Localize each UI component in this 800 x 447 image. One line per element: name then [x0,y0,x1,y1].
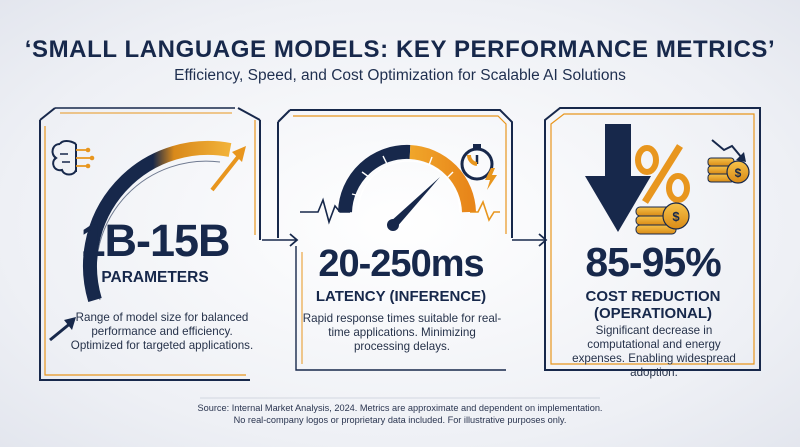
down-arrow-icon [585,124,651,232]
brain-circuit-icon [51,140,95,176]
svg-text:$: $ [672,209,680,224]
dollar-coins-icon: $ [707,139,750,184]
cost-label-line1: COST REDUCTION [585,288,721,305]
cost-description: Significant decrease in computational an… [572,324,736,379]
latency-label: LATENCY (INFERENCE) [315,288,487,305]
panel-1-frame [39,107,261,381]
cost-value: 85-95% [585,239,721,285]
panel-parameters: 1B-15B PARAMETERS [60,218,250,287]
small-arrow-icon [49,317,76,342]
growth-arrow-icon [210,146,246,192]
percent-icon [635,144,690,204]
svg-text:$: $ [735,166,742,180]
panel-cost: 85-95% COST REDUCTION (OPERATIONAL) [556,239,750,323]
speedometer-icon [338,144,476,231]
latency-value: 20-250ms [318,243,484,285]
page-title: ‘SMALL LANGUAGE MODELS: KEY PERFORMANCE … [24,36,776,63]
coin-stack-icon: $ [635,202,690,235]
parameters-description: Range of model size for balanced perform… [70,311,254,352]
footer-disclaimer: No real-company logos or proprietary dat… [233,414,567,425]
latency-description: Rapid response times suitable for real-t… [302,312,502,353]
page-subtitle: Efficiency, Speed, and Cost Optimization… [174,67,626,84]
panel-3-frame [544,107,761,371]
panel-latency: 20-250ms LATENCY (INFERENCE) [296,245,506,305]
parameters-label: PARAMETERS [101,269,209,286]
connector-arrow-2 [512,233,548,247]
stopwatch-lightning-icon [460,144,497,190]
parameters-arc [82,141,232,303]
footer: Source: Internal Market Analysis, 2024. … [0,403,800,426]
connector-arrow-1 [262,233,299,247]
cost-label-line2: (OPERATIONAL) [593,305,713,322]
heartbeat-line [300,197,350,225]
footer-source: Source: Internal Market Analysis, 2024. … [197,403,603,413]
parameters-value: 1B-15B [80,215,230,266]
panel-2-frame [277,109,513,371]
